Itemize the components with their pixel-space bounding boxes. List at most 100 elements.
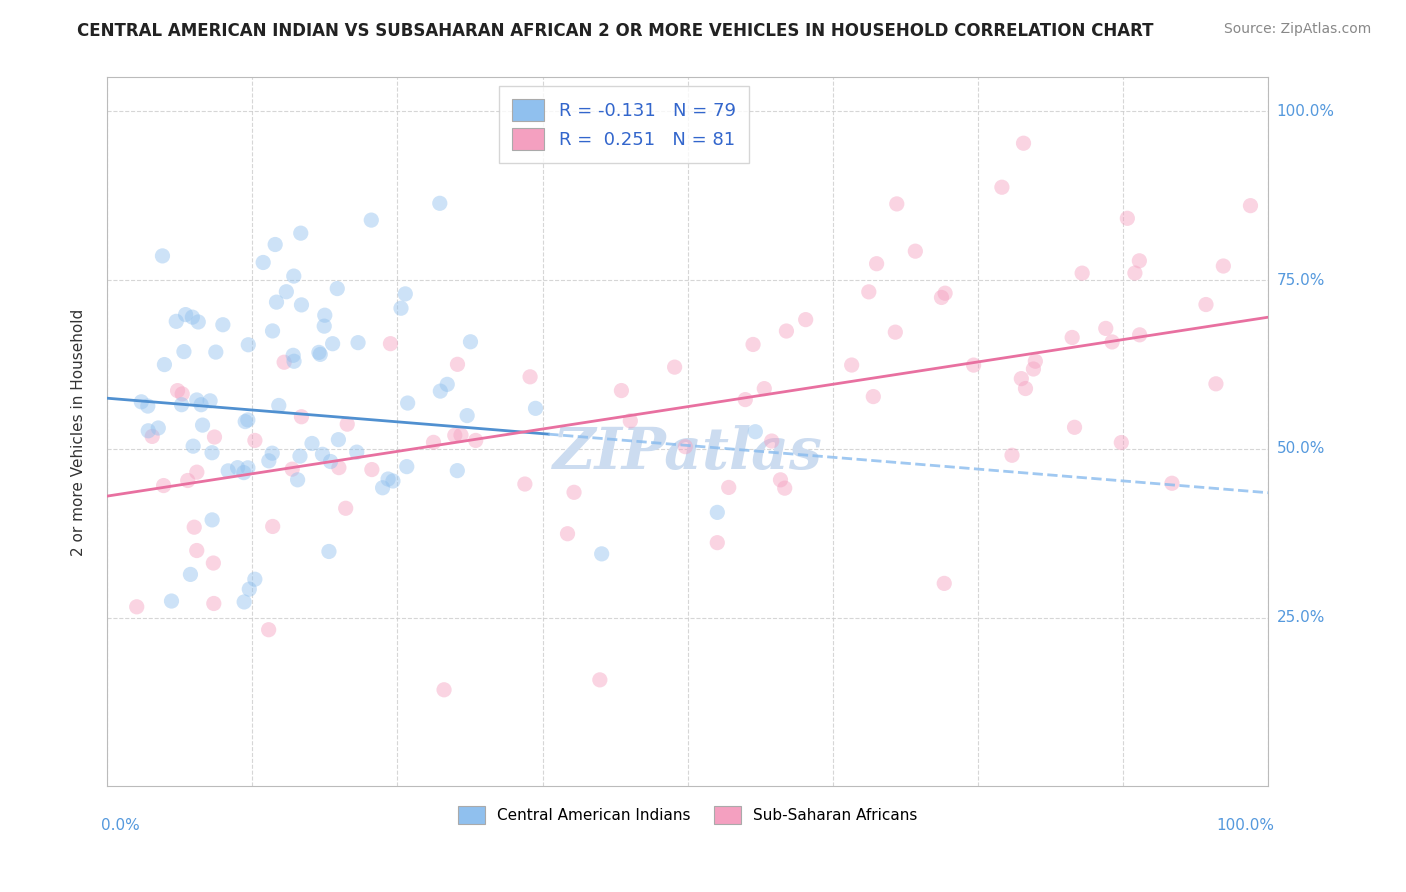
Legend: Central American Indians, Sub-Saharan Africans: Central American Indians, Sub-Saharan Af…: [450, 798, 925, 832]
Point: [1205, 376, 1227, 391]
Point: [186, 392, 208, 407]
Point: [131, 394, 153, 409]
Point: [389, 301, 412, 316]
Point: [166, 384, 188, 398]
Point: [513, 477, 536, 491]
Point: [991, 180, 1014, 194]
Point: [962, 358, 984, 372]
Point: [283, 269, 305, 284]
Point: [761, 434, 783, 448]
Text: 0.0%: 0.0%: [101, 818, 141, 833]
Point: [734, 392, 756, 407]
Point: [328, 460, 350, 475]
Point: [1022, 362, 1045, 376]
Point: [429, 384, 451, 398]
Point: [443, 428, 465, 442]
Point: [524, 401, 547, 416]
Point: [934, 286, 956, 301]
Point: [706, 535, 728, 549]
Point: [794, 312, 817, 326]
Point: [186, 543, 208, 558]
Point: [212, 318, 235, 332]
Point: [318, 544, 340, 558]
Point: [217, 464, 239, 478]
Point: [1212, 259, 1234, 273]
Point: [460, 334, 482, 349]
Point: [290, 298, 312, 312]
Point: [201, 446, 224, 460]
Point: [283, 348, 305, 362]
Point: [273, 355, 295, 369]
Point: [328, 433, 350, 447]
Point: [190, 398, 212, 412]
Point: [717, 480, 740, 494]
Point: [591, 547, 613, 561]
Point: [136, 399, 159, 413]
Point: [1195, 297, 1218, 311]
Point: [446, 464, 468, 478]
Text: 100.0%: 100.0%: [1216, 818, 1274, 833]
Point: [610, 384, 633, 398]
Point: [858, 285, 880, 299]
Point: [148, 421, 170, 435]
Point: [204, 430, 226, 444]
Point: [562, 485, 585, 500]
Point: [934, 576, 956, 591]
Point: [136, 424, 159, 438]
Text: 75.0%: 75.0%: [1277, 273, 1324, 287]
Point: [464, 434, 486, 448]
Text: 50.0%: 50.0%: [1277, 442, 1324, 457]
Point: [257, 623, 280, 637]
Point: [202, 597, 225, 611]
Point: [326, 282, 349, 296]
Point: [172, 387, 194, 401]
Point: [309, 347, 332, 361]
Point: [266, 295, 288, 310]
Point: [202, 556, 225, 570]
Point: [346, 445, 368, 459]
Point: [311, 447, 333, 461]
Point: [238, 582, 260, 596]
Point: [243, 572, 266, 586]
Point: [1062, 330, 1084, 344]
Point: [290, 409, 312, 424]
Point: [287, 473, 309, 487]
Point: [276, 285, 298, 299]
Point: [181, 310, 204, 325]
Point: [165, 314, 187, 328]
Point: [456, 409, 478, 423]
Point: [252, 255, 274, 269]
Point: [360, 213, 382, 227]
Point: [865, 257, 887, 271]
Point: [281, 462, 304, 476]
Point: [380, 336, 402, 351]
Point: [519, 369, 541, 384]
Point: [1010, 371, 1032, 385]
Point: [1129, 327, 1152, 342]
Point: [381, 474, 404, 488]
Point: [152, 478, 174, 492]
Point: [394, 286, 416, 301]
Point: [1012, 136, 1035, 151]
Point: [1111, 435, 1133, 450]
Point: [183, 520, 205, 534]
Point: [931, 290, 953, 304]
Point: [664, 360, 686, 375]
Point: [433, 682, 456, 697]
Point: [422, 435, 444, 450]
Point: [619, 414, 641, 428]
Point: [262, 446, 284, 460]
Point: [904, 244, 927, 259]
Point: [160, 594, 183, 608]
Point: [153, 358, 176, 372]
Point: [377, 472, 399, 486]
Y-axis label: 2 or more Vehicles in Household: 2 or more Vehicles in Household: [72, 309, 86, 556]
Point: [1239, 199, 1261, 213]
Point: [262, 519, 284, 533]
Point: [314, 319, 336, 334]
Point: [233, 595, 256, 609]
Point: [141, 429, 163, 443]
Point: [1024, 354, 1046, 368]
Point: [283, 354, 305, 368]
Point: [179, 567, 201, 582]
